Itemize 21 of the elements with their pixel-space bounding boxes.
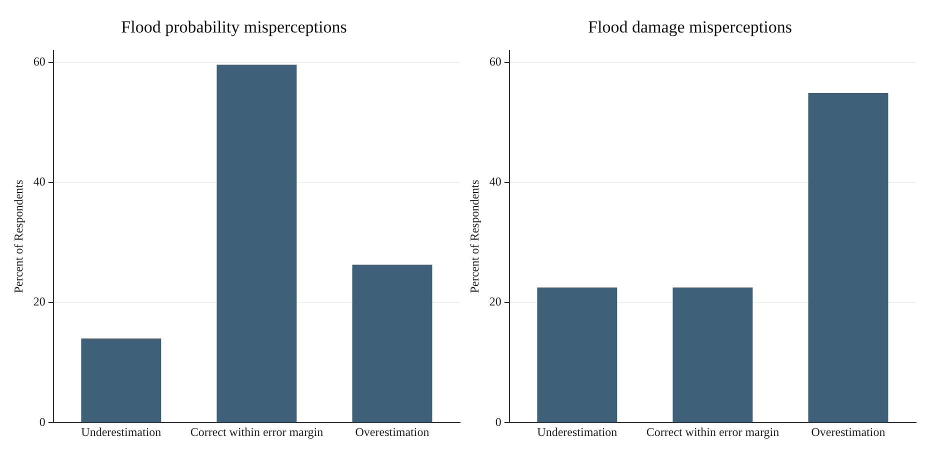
chart-title: Flood damage misperceptions [588, 18, 792, 37]
x-tick-label: Overestimation [355, 424, 430, 439]
x-tick-label: Correct within error margin [646, 424, 780, 439]
bar [81, 338, 162, 422]
x-tick-label: Correct within error margin [190, 424, 324, 439]
x-tick-label: Overestimation [811, 424, 886, 439]
y-tick-label: 60 [33, 54, 46, 69]
x-tick-label: Underestimation [537, 424, 618, 439]
y-tick-label: 0 [39, 414, 46, 429]
y-tick-label: 20 [489, 294, 502, 309]
y-tick-label: 60 [489, 54, 502, 69]
y-tick-label: 40 [489, 174, 502, 189]
bar [216, 64, 297, 422]
y-axis-title: Percent of Respondents [11, 180, 26, 294]
x-tick-label: Underestimation [81, 424, 162, 439]
y-tick-label: 20 [33, 294, 46, 309]
chart-title: Flood probability misperceptions [121, 18, 347, 37]
bar [352, 264, 432, 422]
y-axis-title: Percent of Respondents [467, 180, 482, 294]
y-tick-label: 40 [33, 174, 46, 189]
y-tick-label: 0 [495, 414, 502, 429]
